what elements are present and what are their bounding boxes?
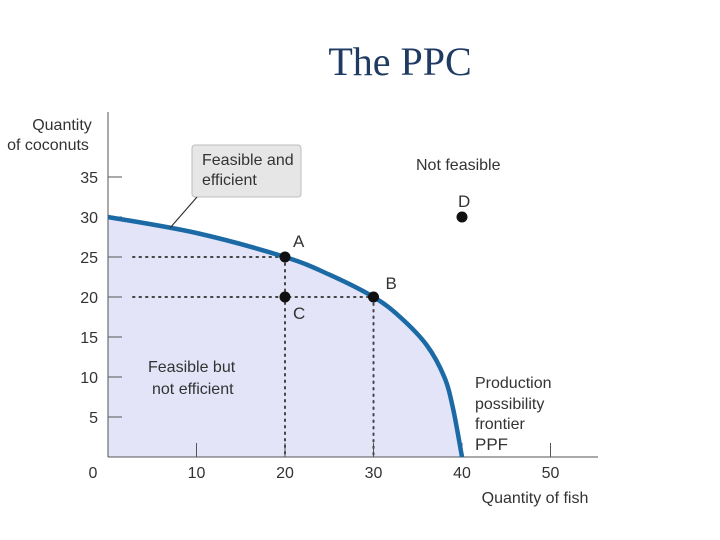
ppf-label-line-1: Production	[475, 375, 552, 392]
ppf-label-line-2: possibility	[475, 396, 544, 413]
ppf-label-line-3: frontier	[475, 416, 525, 433]
feasible-not-efficient-line-1: Feasible but	[148, 359, 236, 376]
y-axis-label-line1: Quantity of coconuts	[7, 117, 92, 154]
y-tick-label-20: 20	[80, 290, 98, 307]
feasible-not-efficient-line-2: not efficient	[152, 381, 234, 398]
point-c	[279, 291, 291, 303]
callout-pointer	[169, 196, 198, 229]
x-tick-label-50: 50	[542, 465, 560, 482]
ppf-curve	[107, 214, 465, 458]
y-tick-label-25: 25	[80, 250, 98, 267]
point-a	[279, 251, 291, 263]
plot-area: 5 10 15 20 25 30 35 0 10 20 30 40 50 A B C D Feasible and…	[80, 112, 598, 482]
point-label-b: B	[386, 274, 397, 293]
x-tick-label-0: 0	[89, 465, 98, 482]
x-tick-label-40: 40	[453, 465, 471, 482]
y-tick-label-35: 35	[80, 170, 98, 187]
point-label-d: D	[458, 192, 470, 211]
callout-line-1: Feasible and	[202, 152, 294, 169]
x-tick-label-10: 10	[188, 465, 206, 482]
x-tick-label-20: 20	[276, 465, 294, 482]
y-tick-label-10: 10	[80, 370, 98, 387]
callout-box	[191, 144, 302, 198]
x-tick-label-30: 30	[365, 465, 383, 482]
x-axis-label: Quantity of fish	[482, 490, 589, 507]
slide-title-text: The PPC	[328, 39, 472, 84]
point-b	[368, 291, 379, 303]
y-tick-label-30: 30	[80, 210, 98, 227]
not-feasible-label: Not feasible	[416, 157, 501, 174]
ppf-label-line-4: PPF	[475, 435, 508, 454]
point-label-c: C	[293, 304, 305, 323]
point-d	[456, 211, 468, 223]
y-tick-label-5: 5	[89, 410, 98, 427]
slide-title: The PPC	[0, 38, 720, 85]
callout-line-2: efficient	[202, 172, 257, 189]
y-tick-label-15: 15	[80, 330, 98, 347]
point-label-a: A	[293, 232, 305, 251]
